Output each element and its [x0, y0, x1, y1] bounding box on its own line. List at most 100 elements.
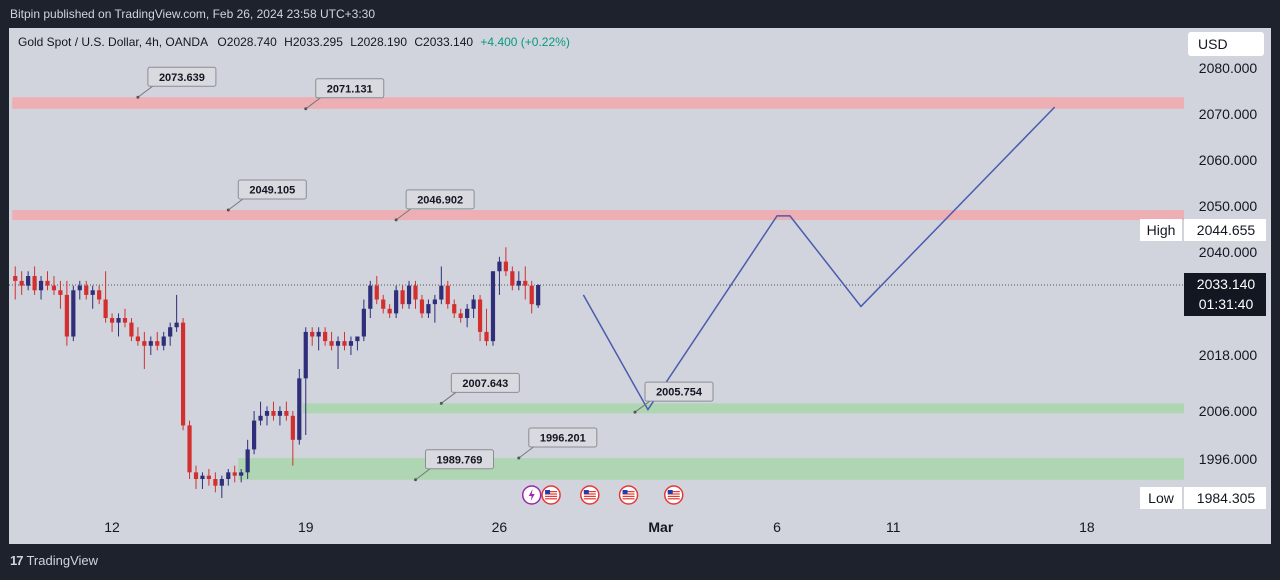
- candle-body: [452, 304, 457, 314]
- chart-panel[interactable]: [9, 28, 1271, 544]
- candle-body: [523, 280, 528, 286]
- lightning-glyph: [528, 489, 535, 501]
- candle-body: [387, 308, 392, 314]
- currency-button[interactable]: USD: [1188, 32, 1264, 56]
- candle-body: [90, 290, 95, 295]
- flag-canton: [667, 490, 673, 494]
- price-tick-label: 2050.000: [1199, 198, 1258, 214]
- callout-anchor: [414, 478, 418, 482]
- flag-stripe: [667, 493, 680, 495]
- candle-body: [187, 425, 192, 473]
- close-label: C: [414, 35, 424, 49]
- candles-layer: [13, 247, 541, 499]
- footer: 17 TradingView: [10, 553, 98, 568]
- candle-body: [303, 331, 308, 379]
- candle-body: [161, 336, 166, 346]
- candle-body: [426, 304, 431, 314]
- callout-box: [528, 427, 598, 448]
- low-value: 2028.190: [356, 35, 407, 49]
- candle-body: [310, 331, 315, 337]
- candle-body: [58, 290, 63, 295]
- candle-body: [419, 299, 425, 314]
- callout-label: 2005.754: [656, 387, 703, 399]
- candle-body: [342, 341, 347, 346]
- callout-label: 1989.769: [437, 454, 483, 466]
- candle-body: [252, 420, 257, 450]
- callout-leader: [227, 197, 245, 211]
- tradingview-brand[interactable]: TradingView: [26, 553, 99, 568]
- open-label: O: [217, 35, 227, 49]
- high-label-box: [1140, 219, 1182, 241]
- flag-stripe: [622, 493, 635, 495]
- time-tick-label: 26: [492, 519, 508, 535]
- candle-body: [109, 318, 115, 323]
- us-flag-icon[interactable]: [541, 485, 561, 505]
- candle-body: [258, 415, 263, 421]
- candle-body: [232, 472, 237, 476]
- flag-stripe: [667, 495, 680, 497]
- candle-body: [516, 280, 521, 286]
- candle-body: [529, 285, 534, 305]
- price-tick-label: 2040.000: [1199, 244, 1258, 260]
- callout-box: [425, 449, 495, 470]
- candle-body: [226, 472, 231, 480]
- resistance-zone-0: [12, 97, 1184, 109]
- candle-body: [206, 475, 212, 480]
- candle-body: [71, 290, 76, 337]
- candle-body: [19, 280, 24, 286]
- callout-label: 1996.201: [540, 433, 586, 445]
- candle-body: [219, 479, 224, 486]
- high-label: High: [1147, 222, 1176, 238]
- candle-body: [168, 327, 173, 337]
- candle-body: [361, 308, 366, 337]
- flag-canton: [545, 490, 551, 494]
- flag-stripe: [545, 493, 558, 495]
- lightning-icon[interactable]: [521, 485, 542, 505]
- time-axis[interactable]: 12 19 26 Mar 6 11 18: [104, 519, 1095, 535]
- flag-stripe: [622, 498, 635, 500]
- us-flag-icon[interactable]: [618, 485, 639, 505]
- callout-box: [315, 78, 385, 99]
- axis-background: [1184, 28, 1271, 516]
- candle-body: [445, 285, 450, 305]
- candle-body: [193, 472, 199, 480]
- callout-label: 2073.639: [159, 72, 205, 84]
- callout-anchor: [439, 401, 443, 405]
- candle-body: [290, 415, 295, 440]
- candle-body: [38, 280, 44, 291]
- price-tick-label: 1996.000: [1199, 451, 1258, 467]
- callout-box: [644, 381, 714, 402]
- candle-body: [122, 318, 128, 323]
- candle-body: [413, 285, 418, 300]
- callout-anchor: [633, 410, 637, 414]
- projection-layer: [582, 106, 1056, 412]
- low-label: Low: [1148, 490, 1175, 506]
- candle-body: [135, 336, 140, 342]
- candle-body: [213, 479, 218, 486]
- candle-body: [477, 299, 483, 332]
- price-tick-label: 2018.000: [1199, 347, 1258, 363]
- event-ring: [580, 485, 600, 505]
- candle-body: [355, 336, 360, 342]
- candle-body: [284, 411, 289, 416]
- flag-stripe: [583, 498, 596, 500]
- us-flag-icon[interactable]: [663, 485, 684, 505]
- candle-body: [174, 322, 179, 328]
- callout-box: [450, 372, 520, 393]
- candle-body: [458, 313, 463, 319]
- publisher-line: Bitpin published on TradingView.com, Feb…: [10, 7, 376, 21]
- callout-label: 2007.643: [462, 378, 508, 390]
- price-axis[interactable]: 2080.000 2070.000 2060.000 2050.000 2040.000…: [1140, 28, 1271, 516]
- flag-canton: [583, 490, 589, 494]
- us-flag-icon[interactable]: [580, 485, 600, 505]
- event-ring: [541, 485, 561, 505]
- candle-body: [297, 378, 302, 440]
- flag-stripe: [622, 491, 635, 493]
- candle-body: [484, 331, 489, 342]
- candle-body: [348, 341, 354, 346]
- candle-body: [374, 285, 379, 300]
- time-tick-label: 6: [773, 519, 781, 535]
- candle-body: [432, 299, 437, 305]
- candle-body: [316, 331, 321, 337]
